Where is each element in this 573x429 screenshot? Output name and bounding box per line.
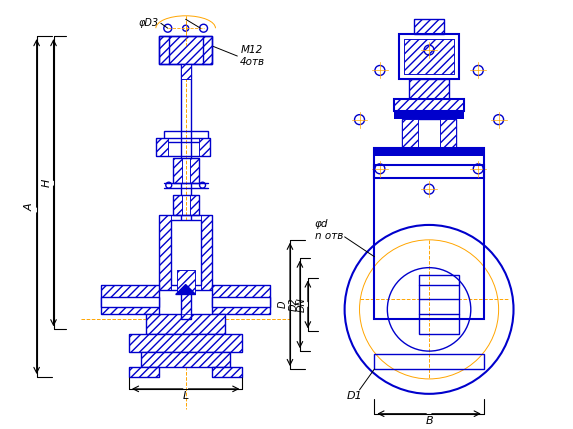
Text: H: H bbox=[42, 179, 52, 187]
Bar bbox=[176, 270, 195, 294]
Text: D: D bbox=[278, 301, 288, 308]
Bar bbox=[440, 119, 456, 148]
Bar bbox=[156, 139, 168, 157]
Bar bbox=[190, 158, 199, 183]
Bar bbox=[213, 297, 270, 308]
Bar bbox=[180, 290, 191, 319]
Bar bbox=[213, 284, 270, 314]
Bar bbox=[129, 334, 242, 352]
Bar bbox=[404, 39, 454, 74]
Bar bbox=[374, 148, 484, 178]
Bar bbox=[172, 195, 199, 215]
Bar bbox=[172, 195, 182, 215]
Bar bbox=[374, 148, 484, 157]
Bar bbox=[176, 270, 195, 294]
Bar bbox=[374, 354, 484, 369]
Bar bbox=[129, 367, 159, 377]
Bar bbox=[101, 284, 159, 314]
Bar bbox=[171, 220, 201, 284]
Bar bbox=[172, 158, 182, 183]
Bar bbox=[159, 215, 171, 290]
Bar bbox=[213, 367, 242, 377]
Bar bbox=[409, 79, 449, 99]
Bar bbox=[172, 158, 199, 183]
Bar bbox=[199, 139, 210, 157]
Bar bbox=[164, 130, 207, 142]
Bar bbox=[374, 165, 484, 319]
Bar bbox=[404, 39, 454, 74]
Bar bbox=[213, 367, 242, 377]
Polygon shape bbox=[176, 284, 195, 294]
Bar bbox=[414, 19, 444, 34]
Bar bbox=[129, 334, 242, 352]
Bar bbox=[201, 215, 213, 290]
Bar bbox=[440, 119, 456, 148]
Bar bbox=[394, 99, 464, 111]
Bar bbox=[180, 64, 191, 79]
Bar bbox=[101, 284, 159, 314]
Bar bbox=[419, 275, 459, 334]
Bar bbox=[129, 367, 159, 377]
Bar bbox=[402, 119, 418, 148]
Text: D2: D2 bbox=[289, 298, 299, 311]
Bar bbox=[156, 139, 168, 157]
Bar bbox=[402, 119, 418, 148]
Text: DN: DN bbox=[297, 297, 307, 312]
Bar bbox=[101, 284, 159, 314]
Bar bbox=[180, 290, 191, 319]
Bar bbox=[394, 99, 464, 111]
Bar bbox=[409, 79, 449, 99]
Bar bbox=[141, 352, 230, 367]
Text: D1: D1 bbox=[347, 391, 363, 401]
Bar bbox=[180, 64, 191, 79]
Bar bbox=[190, 158, 199, 183]
Bar bbox=[409, 79, 449, 99]
Bar bbox=[159, 36, 213, 64]
Bar bbox=[141, 352, 230, 367]
Bar bbox=[201, 215, 213, 290]
Bar bbox=[402, 119, 456, 148]
Bar bbox=[213, 284, 270, 314]
Bar bbox=[101, 297, 159, 308]
Bar bbox=[129, 367, 159, 377]
Text: B: B bbox=[425, 416, 433, 426]
Bar bbox=[146, 314, 225, 334]
Bar bbox=[213, 367, 242, 377]
Bar bbox=[172, 158, 182, 183]
Text: L: L bbox=[183, 391, 189, 401]
Bar bbox=[159, 215, 213, 290]
Bar bbox=[159, 36, 213, 64]
Bar bbox=[394, 99, 464, 111]
Bar bbox=[172, 195, 182, 215]
Text: A: A bbox=[25, 203, 35, 211]
Bar bbox=[141, 352, 230, 367]
Text: M12
4отв: M12 4отв bbox=[240, 45, 265, 67]
Bar bbox=[190, 195, 199, 215]
Bar bbox=[159, 215, 171, 290]
Bar bbox=[199, 139, 210, 157]
Text: φD3: φD3 bbox=[139, 18, 159, 28]
Bar bbox=[399, 34, 459, 79]
Bar bbox=[213, 284, 270, 314]
Bar bbox=[129, 334, 242, 352]
Bar bbox=[414, 19, 444, 34]
Bar bbox=[414, 19, 444, 34]
Text: φd
n отв: φd n отв bbox=[315, 219, 343, 241]
Bar bbox=[180, 290, 191, 319]
Bar bbox=[190, 195, 199, 215]
Bar bbox=[146, 314, 225, 334]
Bar bbox=[156, 139, 210, 157]
Bar bbox=[146, 314, 225, 334]
Bar bbox=[394, 111, 464, 119]
